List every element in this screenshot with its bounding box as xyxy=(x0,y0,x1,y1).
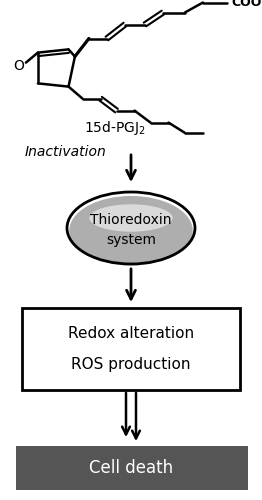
Ellipse shape xyxy=(89,204,173,232)
Ellipse shape xyxy=(85,202,177,254)
Text: COOH: COOH xyxy=(231,0,262,9)
Text: Cell death: Cell death xyxy=(89,459,173,477)
Ellipse shape xyxy=(92,206,170,250)
Ellipse shape xyxy=(89,204,173,252)
Ellipse shape xyxy=(107,212,155,239)
Ellipse shape xyxy=(112,214,150,236)
Ellipse shape xyxy=(96,208,166,246)
Ellipse shape xyxy=(94,206,168,248)
Ellipse shape xyxy=(87,204,175,253)
Ellipse shape xyxy=(101,210,161,244)
Ellipse shape xyxy=(98,208,164,245)
Text: ROS production: ROS production xyxy=(71,356,191,372)
Text: Redox alteration: Redox alteration xyxy=(68,326,194,342)
Text: Inactivation: Inactivation xyxy=(25,145,107,159)
Ellipse shape xyxy=(72,197,190,264)
Ellipse shape xyxy=(105,212,157,240)
Ellipse shape xyxy=(76,199,186,261)
Text: system: system xyxy=(106,233,156,247)
Ellipse shape xyxy=(110,213,152,238)
Ellipse shape xyxy=(69,196,193,266)
Ellipse shape xyxy=(103,210,159,242)
Text: Thioredoxin: Thioredoxin xyxy=(90,213,172,227)
Text: O: O xyxy=(13,58,24,72)
Bar xyxy=(22,308,240,390)
Text: 15d-PGJ$_2$: 15d-PGJ$_2$ xyxy=(84,119,146,137)
Bar xyxy=(16,446,248,490)
Ellipse shape xyxy=(78,200,184,259)
Ellipse shape xyxy=(83,202,179,256)
Ellipse shape xyxy=(74,198,188,262)
Ellipse shape xyxy=(80,201,182,258)
